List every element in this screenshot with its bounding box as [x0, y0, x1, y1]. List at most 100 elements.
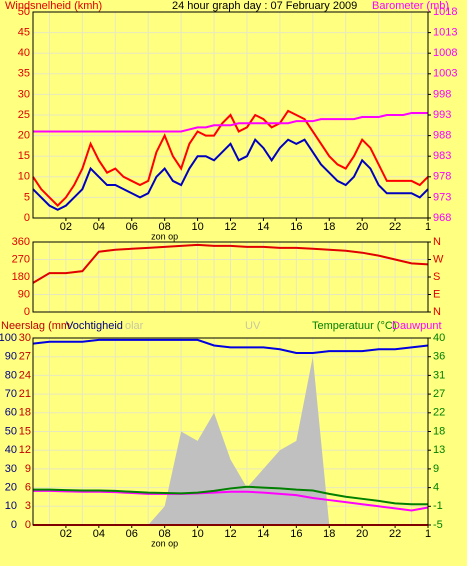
- y2-tick-label: 983: [433, 150, 451, 162]
- y2-tick-label: N: [433, 306, 441, 318]
- y-tick-label: 360: [12, 236, 30, 248]
- y2-tick-label: 18: [433, 425, 445, 437]
- y-tick-label: 90: [18, 288, 30, 300]
- plot-frame: [32, 11, 429, 219]
- annotation: zon op: [151, 538, 178, 548]
- y3-tick-label: 18: [19, 407, 31, 419]
- y-tick-label: 35: [18, 68, 30, 80]
- x-tick-label: 14: [257, 528, 269, 540]
- header: 24 hour graph day : 07 February 2009: [172, 0, 357, 12]
- y-tick-label: 60: [5, 407, 17, 419]
- x-tick-label: 22: [389, 528, 401, 540]
- y2-tick-label: -5: [433, 519, 443, 531]
- y3-tick-label: 12: [19, 444, 31, 456]
- y2-tick-label: -1: [433, 500, 443, 512]
- x-tick-label: 04: [93, 528, 105, 540]
- y2-tick-label: 998: [433, 88, 451, 100]
- y2-tick-label: E: [433, 288, 440, 300]
- x-tick-label: 06: [126, 221, 138, 233]
- x-tick-label: 18: [323, 221, 335, 233]
- annotation: zon op: [151, 231, 178, 241]
- y3-tick-label: 21: [19, 388, 31, 400]
- y2-tick-label: 13: [433, 444, 445, 456]
- x-tick-label: 16: [290, 528, 302, 540]
- y-tick-label: 50: [18, 6, 30, 18]
- x-tick-label: 12: [224, 528, 236, 540]
- header: UV: [245, 320, 261, 332]
- y2-tick-label: 40: [433, 332, 445, 344]
- line: [33, 111, 428, 133]
- y-tick-label: 45: [18, 27, 30, 39]
- y3-tick-label: 15: [19, 425, 31, 437]
- x-tick-label: 08: [159, 528, 171, 540]
- header: Temperatuur (°C): [312, 320, 396, 332]
- y3-tick-label: 3: [25, 500, 31, 512]
- y-tick-label: 70: [5, 388, 17, 400]
- x-tick-label: 1: [425, 221, 431, 233]
- header: Neerslag (mm: [1, 320, 70, 332]
- y-tick-label: 40: [18, 47, 30, 59]
- y-tick-label: 100: [0, 332, 17, 344]
- x-tick-label: 16: [290, 221, 302, 233]
- x-tick-label: 06: [126, 528, 138, 540]
- x-tick-label: 20: [356, 221, 368, 233]
- y-tick-label: 10: [5, 500, 17, 512]
- x-tick-label: 02: [60, 221, 72, 233]
- x-tick-label: 22: [389, 221, 401, 233]
- header: Dauwpunt: [392, 320, 442, 332]
- y-tick-label: 40: [5, 444, 17, 456]
- y-tick-label: 20: [5, 482, 17, 494]
- header: Barometer (mb): [372, 0, 449, 12]
- x-tick-label: 12: [224, 221, 236, 233]
- y2-tick-label: 31: [433, 369, 445, 381]
- y2-tick-label: 988: [433, 130, 451, 142]
- x-tick-label: 14: [257, 221, 269, 233]
- y3-tick-label: 27: [19, 351, 31, 363]
- y3-tick-label: 24: [19, 369, 31, 381]
- y2-tick-label: S: [433, 271, 440, 283]
- y2-tick-label: 1003: [433, 68, 457, 80]
- line: [32, 243, 429, 284]
- plot-frame: [32, 241, 429, 313]
- y2-tick-label: 993: [433, 109, 451, 121]
- line: [32, 138, 429, 211]
- header: Vochtigheid: [66, 320, 123, 332]
- y-tick-label: 15: [18, 150, 30, 162]
- y2-tick-label: 9: [433, 463, 439, 475]
- y-tick-label: 80: [5, 369, 17, 381]
- header: olar: [125, 320, 144, 332]
- y2-tick-label: 1008: [433, 47, 457, 59]
- line: [33, 489, 429, 512]
- header: Windsnelheid (kmh): [5, 0, 102, 12]
- y-tick-label: 0: [24, 212, 30, 224]
- y2-tick-label: 1018: [433, 6, 457, 18]
- y-tick-label: 0: [24, 306, 30, 318]
- y3-tick-label: 6: [25, 482, 31, 494]
- plot-frame: [32, 337, 429, 526]
- x-tick-label: 08: [159, 221, 171, 233]
- line: [32, 338, 429, 354]
- y-tick-label: 270: [12, 253, 30, 265]
- y2-tick-label: W: [433, 253, 444, 265]
- y2-tick-label: 973: [433, 191, 451, 203]
- y2-tick-label: 22: [433, 407, 445, 419]
- x-tick-label: 04: [93, 221, 105, 233]
- y-tick-label: 90: [5, 351, 17, 363]
- y2-tick-label: 4: [433, 482, 439, 494]
- x-tick-label: 10: [191, 528, 203, 540]
- y2-tick-label: 978: [433, 171, 451, 183]
- line: [33, 485, 428, 506]
- y3-tick-label: 0: [25, 519, 31, 531]
- x-tick-label: 1: [425, 528, 431, 540]
- y-tick-label: 30: [5, 463, 17, 475]
- line: [32, 109, 429, 208]
- y-tick-label: 50: [5, 425, 17, 437]
- x-tick-label: 20: [356, 528, 368, 540]
- y2-tick-label: 1013: [433, 27, 457, 39]
- y2-tick-label: 27: [433, 388, 445, 400]
- y-tick-label: 5: [24, 191, 30, 203]
- y-tick-label: 180: [12, 271, 30, 283]
- y-tick-label: 0: [11, 519, 17, 531]
- y-tick-label: 10: [18, 171, 30, 183]
